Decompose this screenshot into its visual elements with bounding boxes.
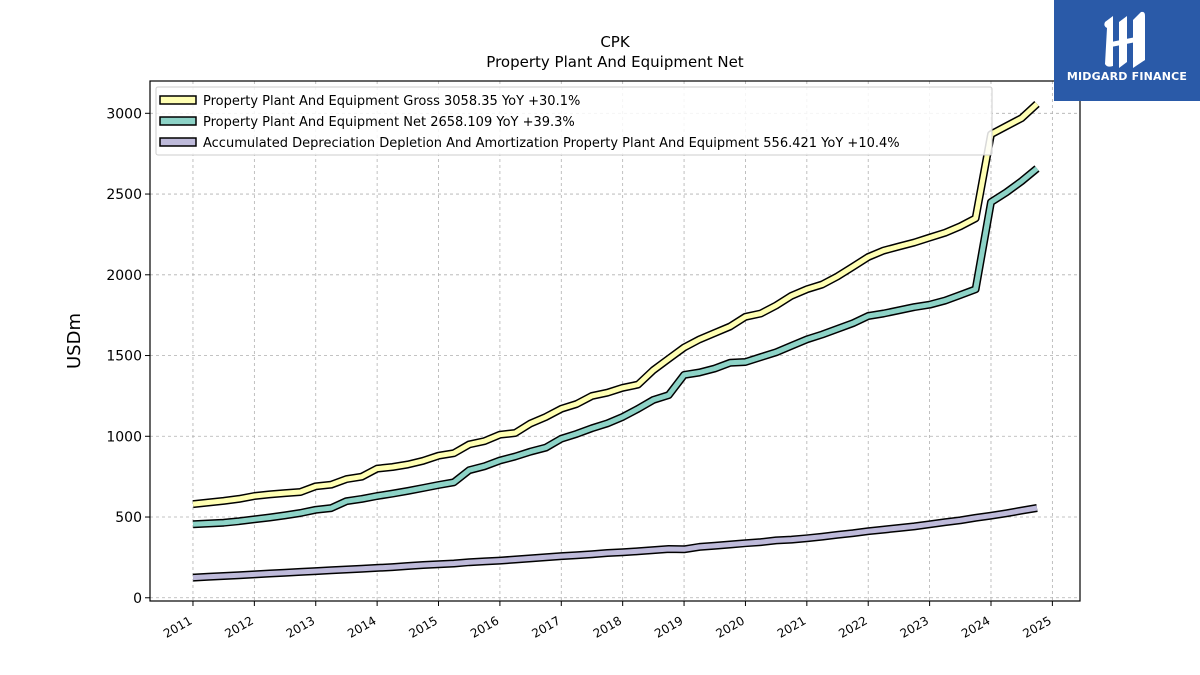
x-tick-label: 2019 bbox=[652, 613, 685, 640]
x-tick-label: 2016 bbox=[468, 613, 501, 640]
y-tick-label: 2000 bbox=[106, 268, 142, 284]
x-tick-label: 2023 bbox=[898, 613, 931, 640]
legend-label: Accumulated Depreciation Depletion And A… bbox=[203, 136, 900, 151]
legend-label: Property Plant And Equipment Gross 3058.… bbox=[203, 94, 580, 109]
x-tick-label: 2022 bbox=[836, 613, 869, 640]
series-line bbox=[192, 505, 1038, 581]
legend-swatch bbox=[159, 95, 197, 105]
logo-text: MIDGARD FINANCE bbox=[1066, 70, 1188, 83]
y-tick-label: 0 bbox=[133, 591, 142, 607]
x-tick-label: 2015 bbox=[407, 613, 440, 640]
y-tick-label: 3000 bbox=[106, 106, 142, 122]
legend-label: Property Plant And Equipment Net 2658.10… bbox=[203, 115, 575, 130]
x-tick-label: 2025 bbox=[1020, 613, 1053, 640]
x-tick-label: 2024 bbox=[959, 613, 992, 640]
legend-swatch bbox=[159, 116, 197, 126]
midgard-finance-logo: MIDGARD FINANCE bbox=[1054, 0, 1200, 101]
x-tick-label: 2017 bbox=[529, 613, 562, 640]
y-axis-label: USDm bbox=[64, 313, 85, 369]
legend-box bbox=[155, 86, 993, 156]
y-tick-label: 500 bbox=[115, 510, 142, 526]
legend-swatch bbox=[159, 137, 197, 147]
plot-frame bbox=[149, 80, 1081, 602]
x-axis: 2011 2012 2013 2014 2015 2016 2017 2018 2019 2020… bbox=[161, 601, 1054, 641]
logo-mark-icon bbox=[1104, 11, 1145, 69]
series-line-outline bbox=[192, 504, 1038, 582]
x-tick-label: 2014 bbox=[345, 613, 378, 640]
x-tick-label: 2011 bbox=[161, 613, 194, 640]
x-tick-label: 2013 bbox=[284, 613, 317, 640]
y-axis: 0 500 1000 1500 2000 2500 3000 bbox=[106, 106, 150, 607]
series-layer bbox=[192, 100, 1040, 582]
series-line-outline bbox=[192, 165, 1040, 529]
chart-subtitle: Property Plant And Equipment Net bbox=[486, 53, 743, 71]
series-line bbox=[192, 102, 1039, 507]
y-tick-label: 1500 bbox=[106, 349, 142, 365]
x-tick-label: 2012 bbox=[222, 613, 255, 640]
x-tick-label: 2020 bbox=[713, 613, 746, 640]
series-line bbox=[192, 166, 1039, 527]
y-tick-label: 1000 bbox=[106, 429, 142, 445]
x-tick-label: 2021 bbox=[775, 613, 808, 640]
chart-title: CPK bbox=[600, 33, 631, 51]
legend: Property Plant And Equipment Gross 3058.… bbox=[155, 86, 993, 156]
x-tick-label: 2018 bbox=[591, 613, 624, 640]
y-tick-label: 2500 bbox=[106, 187, 142, 203]
